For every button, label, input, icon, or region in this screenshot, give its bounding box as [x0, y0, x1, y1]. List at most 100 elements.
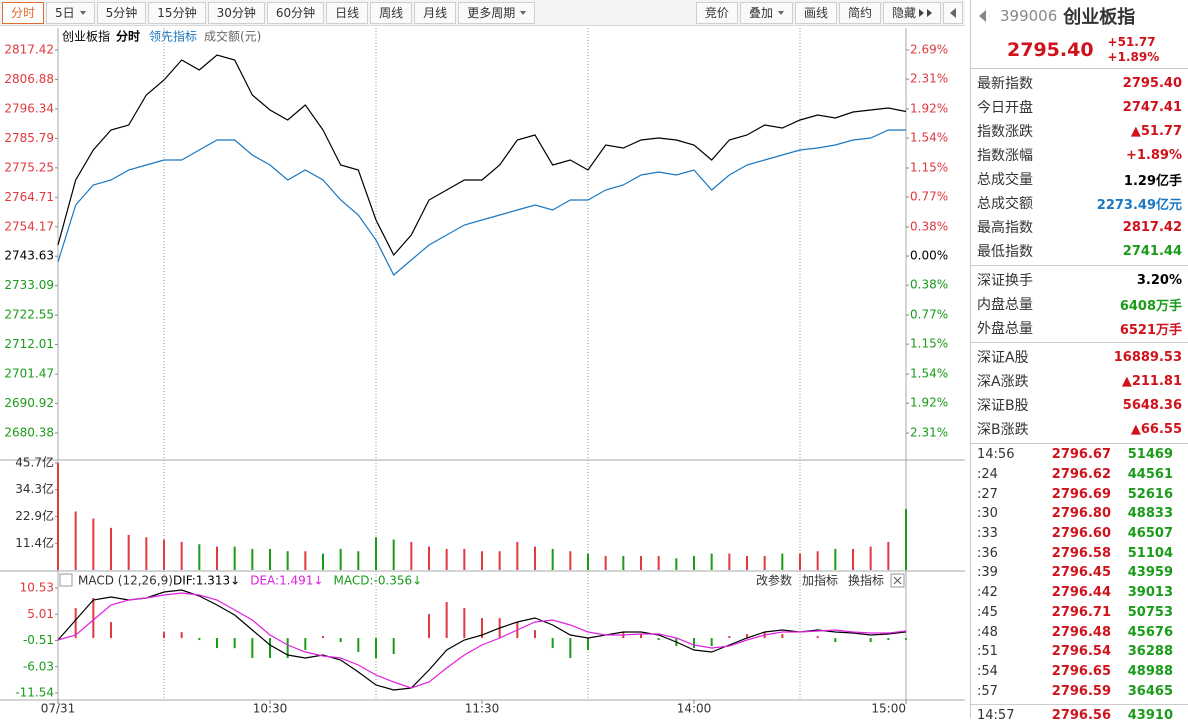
macd-readout: DIF:1.313↓	[173, 574, 240, 588]
quote-label: 内盘总量	[977, 297, 1033, 313]
trade-time: :48	[977, 624, 998, 640]
toolbar-button[interactable]: 隐藏	[882, 1, 941, 24]
x-tick-label: 10:30	[253, 702, 288, 716]
macd-bar	[887, 638, 890, 641]
macd-bar	[428, 614, 430, 639]
y-tick-label: 11.4亿	[15, 535, 54, 550]
quote-value: 3.20%	[1136, 272, 1182, 288]
quote-row: 深B涨跌 ▲66.55	[971, 417, 1188, 441]
volume-bar	[746, 555, 748, 570]
macd-bar	[233, 638, 236, 649]
quote-row: 外盘总量 6521万手	[971, 316, 1188, 340]
toolbar-button[interactable]: 画线	[794, 1, 837, 24]
quote-value: 6521万手	[1119, 322, 1182, 338]
macd-bar	[710, 638, 713, 647]
y2-tick-label: 1.92%	[910, 396, 948, 410]
quote-price-row: 2795.40 +51.77 +1.89%	[971, 32, 1188, 69]
quote-row: 今日开盘 2747.41	[971, 95, 1188, 119]
trade-time: 14:57	[977, 708, 1015, 724]
y2-tick-label: 2.69%	[910, 43, 948, 57]
trade-row: 14:56 2796.67 51469	[971, 445, 1188, 465]
quote-label: 深证B股	[977, 398, 1029, 414]
volume-bar	[498, 551, 501, 570]
y-tick-label: 22.9亿	[15, 508, 54, 523]
trade-volume: 52616	[1127, 486, 1173, 502]
y2-tick-label: 0.38%	[910, 219, 948, 233]
volume-bar	[57, 463, 59, 570]
toolbar-button[interactable]: 5日	[46, 1, 95, 24]
trade-volume: 39013	[1127, 585, 1173, 601]
volume-bar	[693, 555, 695, 570]
quote-name: 创业板指	[1063, 7, 1136, 28]
volume-bar	[852, 548, 854, 570]
trade-time: :45	[977, 604, 998, 620]
toolbar-button[interactable]: 简约	[838, 1, 881, 24]
toolbar-button[interactable]	[943, 1, 963, 24]
toolbar-button[interactable]: 月线	[414, 1, 457, 24]
y-tick-label: 2722.55	[4, 308, 54, 322]
dropdown-icon	[777, 10, 784, 15]
toolbar-button[interactable]: 叠加	[739, 1, 793, 24]
macd-bar	[816, 636, 819, 639]
toolbar-button[interactable]: 30分钟	[207, 1, 265, 24]
macd-bar	[445, 602, 448, 639]
quote-value: ▲51.77	[1130, 123, 1182, 139]
toolbar-button[interactable]: 5分钟	[96, 1, 147, 24]
quote-value: 2273.49亿元	[1096, 197, 1182, 213]
indicator-action[interactable]: 换指标	[848, 573, 884, 588]
x-tick-label: 11:30	[465, 702, 500, 716]
macd-bar	[569, 638, 572, 659]
trade-time: :24	[977, 467, 998, 483]
quote-change: +51.77	[1107, 35, 1156, 49]
volume-bar	[322, 553, 324, 570]
trade-row: :27 2796.69 52616	[971, 484, 1188, 504]
quote-panel: 399006 创业板指 2795.40 +51.77 +1.89% 最新指数 27…	[970, 0, 1188, 723]
toolbar-button[interactable]: 分时	[2, 1, 45, 24]
button-label: 周线	[379, 6, 404, 20]
volume-bar	[375, 537, 377, 570]
y-tick-label: 2775.25	[4, 160, 54, 174]
quote-label: 指数涨幅	[977, 148, 1033, 164]
quote-label: 最新指数	[977, 76, 1033, 92]
trade-time: :54	[977, 663, 998, 679]
prev-icon[interactable]	[979, 10, 986, 22]
button-label: 30分钟	[216, 6, 256, 20]
trade-time: 14:56	[977, 447, 1015, 463]
y-tick-label: 2764.71	[4, 190, 54, 204]
macd-bar	[163, 632, 165, 639]
volume-bar	[587, 553, 589, 570]
trade-volume: 50753	[1127, 604, 1173, 620]
y-tick-label: 2733.09	[4, 278, 54, 292]
macd-bar	[781, 634, 784, 639]
macd-readout: DEA:1.491↓	[250, 574, 323, 588]
quote-value: 2741.44	[1122, 243, 1182, 259]
trade-list: 14:56 2796.67 51469:24 2796.62 44561:27 2796.…	[971, 444, 1188, 701]
toolbar-button[interactable]: 竞价	[695, 1, 738, 24]
toolbar-button[interactable]: 60分钟	[266, 1, 325, 24]
button-label: 更多周期	[467, 6, 516, 20]
y-tick-label: 2743.63	[4, 249, 54, 263]
macd-line	[57, 592, 907, 689]
trade-volume: 51469	[1127, 447, 1173, 463]
quote-value: 1.29亿手	[1123, 173, 1182, 189]
indicator-action[interactable]: 加指标	[802, 573, 838, 588]
volume-bar	[781, 553, 784, 570]
toolbar-button[interactable]: 15分钟	[148, 1, 206, 24]
trade-price: 2796.71	[1051, 604, 1111, 620]
last-trade: 14:57 2796.56 43910	[971, 703, 1188, 726]
toolbar-button[interactable]: 周线	[370, 1, 413, 24]
toolbar-button[interactable]: 日线	[326, 1, 369, 24]
trade-price: 2796.80	[1051, 506, 1111, 522]
indicator-action[interactable]: 改参数	[756, 573, 792, 588]
trade-time: :39	[977, 565, 998, 581]
volume-bar	[304, 551, 307, 570]
volume-bar	[357, 551, 360, 570]
trade-price: 2796.59	[1051, 683, 1111, 699]
toolbar-button[interactable]: 更多周期	[458, 1, 536, 24]
y2-tick-label: 0.38%	[910, 278, 948, 292]
volume-bar	[145, 537, 148, 570]
volume-bar	[640, 555, 642, 570]
button-label: 分时	[11, 6, 36, 20]
help-icon[interactable]	[59, 573, 73, 587]
trade-volume: 51104	[1127, 545, 1173, 561]
